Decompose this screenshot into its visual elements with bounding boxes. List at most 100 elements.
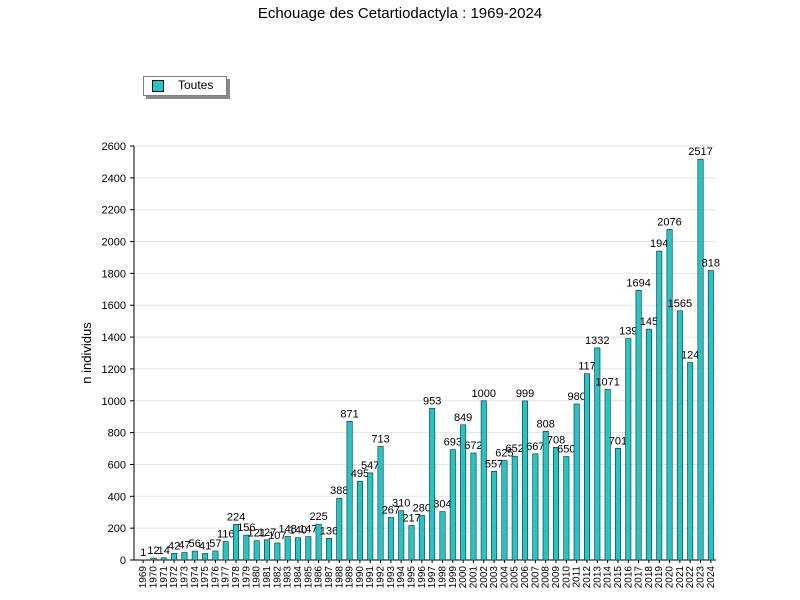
data-label: 47 <box>178 540 190 552</box>
x-tick-label: 1991 <box>365 566 376 589</box>
data-label: 980 <box>567 391 585 403</box>
bar <box>202 553 209 561</box>
x-tick-label: 1983 <box>283 566 294 589</box>
bar <box>387 517 394 561</box>
bar <box>171 553 178 561</box>
bar <box>583 373 590 561</box>
bar <box>274 542 281 561</box>
x-tick-label: 1992 <box>376 566 387 589</box>
data-label: 1694 <box>626 277 650 289</box>
bar <box>522 400 529 561</box>
x-tick-label: 2001 <box>468 566 479 589</box>
x-tick-label: 1974 <box>190 566 201 589</box>
bar <box>408 525 415 561</box>
bar <box>470 452 477 561</box>
y-tick-label: 1400 <box>102 332 126 344</box>
legend-label: Toutes <box>178 78 214 92</box>
bar <box>491 471 498 561</box>
bar <box>480 400 487 561</box>
bar <box>501 460 508 561</box>
data-label: 652 <box>506 443 524 455</box>
data-label: 136 <box>320 525 338 537</box>
data-label: 56 <box>189 538 201 550</box>
bar <box>181 552 188 561</box>
y-tick-label: 0 <box>120 555 126 567</box>
bar <box>707 270 714 561</box>
bar <box>573 403 580 561</box>
x-tick-label: 1973 <box>179 566 190 589</box>
data-label: 57 <box>209 538 221 550</box>
x-tick-label: 2010 <box>561 566 572 589</box>
data-label: 650 <box>557 444 575 456</box>
data-label: 225 <box>309 511 327 523</box>
data-label: 849 <box>454 412 472 424</box>
bar <box>222 541 229 561</box>
x-tick-label: 1970 <box>148 566 159 589</box>
data-label: 953 <box>423 395 441 407</box>
x-tick-label: 2011 <box>572 566 583 588</box>
data-label: 388 <box>330 485 348 497</box>
x-tick-label: 1971 <box>159 566 170 589</box>
x-tick-label: 1993 <box>386 566 397 589</box>
x-tick-label: 2005 <box>510 566 521 589</box>
data-label: 1565 <box>668 298 692 310</box>
data-label: 808 <box>537 418 555 430</box>
data-label: 1000 <box>472 388 496 400</box>
y-tick-label: 2400 <box>102 173 126 185</box>
x-tick-label: 2013 <box>592 566 603 589</box>
x-tick-label: 2015 <box>613 566 624 589</box>
x-tick-label: 1989 <box>345 566 356 589</box>
bar <box>553 446 560 561</box>
data-label: 818 <box>702 258 720 270</box>
x-tick-label: 2007 <box>530 566 541 589</box>
data-label: 42 <box>168 540 180 552</box>
data-label: 127 <box>258 527 276 539</box>
x-tick-label: 1980 <box>252 566 263 589</box>
x-tick-label: 1990 <box>355 566 366 589</box>
y-tick-label: 2200 <box>102 205 126 217</box>
bar <box>697 158 704 561</box>
data-label: 1071 <box>595 376 619 388</box>
bar <box>253 540 260 561</box>
data-label: 12 <box>147 545 159 557</box>
x-tick-label: 1999 <box>448 566 459 589</box>
data-label: 2517 <box>688 146 712 158</box>
bar <box>604 389 611 561</box>
x-tick-label: 1975 <box>200 566 211 589</box>
y-tick-label: 400 <box>108 491 126 503</box>
y-tick-label: 1800 <box>102 268 126 280</box>
data-label: 625 <box>495 447 513 459</box>
bar <box>656 250 663 561</box>
x-tick-label: 2020 <box>665 566 676 589</box>
bar <box>542 431 549 561</box>
x-tick-label: 2023 <box>696 566 707 589</box>
bar <box>150 557 157 561</box>
data-label: 41 <box>199 540 211 552</box>
x-tick-label: 1995 <box>407 566 418 589</box>
bar <box>429 407 436 561</box>
data-label: 224 <box>227 511 245 523</box>
bar <box>264 539 271 561</box>
x-tick-label: 1982 <box>272 566 283 589</box>
bar <box>449 449 456 561</box>
data-label: 147 <box>299 524 317 536</box>
x-tick-label: 1984 <box>293 566 304 589</box>
data-label: 145 <box>640 316 658 328</box>
bar <box>294 537 301 561</box>
y-tick-label: 1200 <box>102 364 126 376</box>
bar <box>418 515 425 561</box>
y-tick-label: 800 <box>108 428 126 440</box>
x-tick-label: 2000 <box>458 566 469 589</box>
y-tick-label: 1600 <box>102 300 126 312</box>
bar <box>325 538 332 561</box>
x-tick-label: 2006 <box>520 566 531 589</box>
bar <box>532 453 539 561</box>
bar <box>356 480 363 561</box>
data-label: 116 <box>217 529 235 541</box>
data-label: 557 <box>485 458 503 470</box>
data-label: 267 <box>382 504 400 516</box>
bar <box>336 497 343 561</box>
x-tick-label: 1977 <box>221 566 232 589</box>
data-label: 117 <box>578 361 596 373</box>
